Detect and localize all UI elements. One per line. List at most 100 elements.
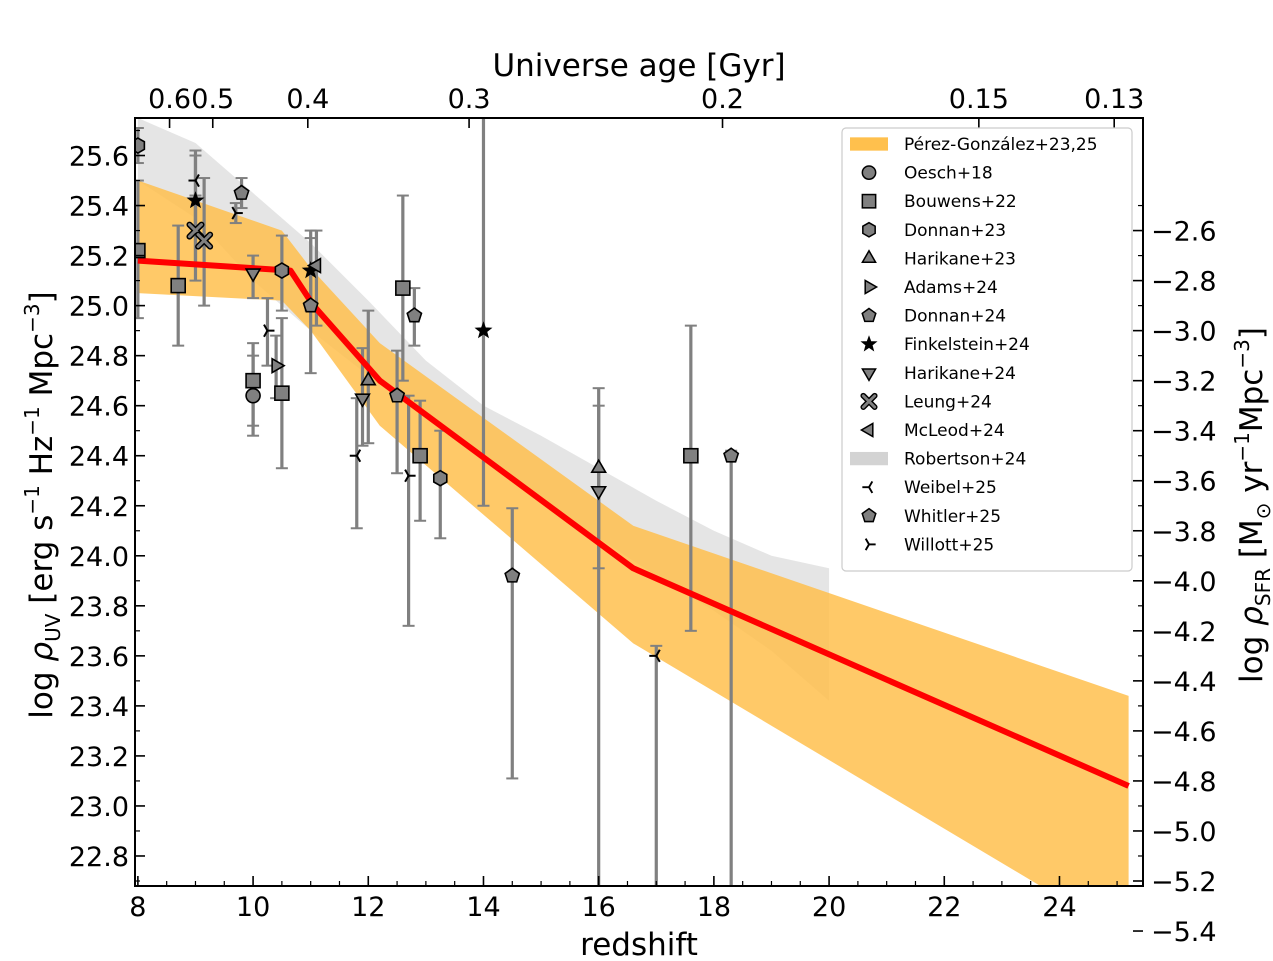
point-bouwens-22-6	[412, 447, 428, 464]
legend-marker-harikane-23-shape	[861, 249, 877, 263]
legend-marker-finkelstein-24-shape	[860, 335, 878, 352]
point-willott-25-34-shape-arm-1	[404, 475, 410, 483]
legend-marker-donnan-24-shape	[861, 307, 877, 323]
y-left-tick-label-14: 25.6	[69, 142, 129, 173]
top-tick-label-5: 0.15	[949, 84, 1009, 115]
point-harikane-23-12-shape	[590, 458, 607, 474]
point-adams-24-13-shape	[271, 357, 286, 374]
legend-label-mcleod-24: McLeod+24	[904, 421, 1005, 441]
point-willott-25-32-shape-arm-1	[231, 212, 237, 220]
point-willott-25-34	[404, 469, 416, 483]
x-tick-label-7: 22	[927, 892, 961, 923]
model-line	[137, 257, 1130, 789]
point-willott-25-33-shape-arm-1	[263, 330, 269, 338]
legend-marker-bouwens-22-shape	[861, 193, 877, 209]
point-willott-25-33-shape-arm-2	[263, 324, 269, 332]
legend-marker-adams-24-shape	[864, 279, 879, 295]
point-finkelstein-24-20-shape	[474, 321, 493, 339]
point-bouwens-22-2	[170, 277, 186, 294]
top-tick-label-0: 0.6	[148, 84, 191, 115]
point-donnan-23-9-shape	[274, 262, 290, 280]
legend-marker-robertson-24	[850, 451, 888, 466]
point-bouwens-22-4	[274, 385, 290, 401]
legend: Pérez-González+23,25 Oesch+18 Bouwens+22 Do…	[841, 127, 1133, 572]
point-leung-24-25	[195, 231, 214, 250]
x-tick-label-0: 8	[129, 892, 146, 923]
legend-label-bouwens-22: Bouwens+22	[904, 192, 1017, 212]
right-axis-title: log ρSFR [M⊙ yr−1Mpc−3]	[1230, 327, 1273, 683]
y-left-tick-label-0: 22.8	[69, 842, 129, 873]
legend-label-harikane-24: Harikane+24	[904, 364, 1016, 384]
legend-marker-donnan-24	[861, 307, 877, 323]
y-left-tick-label-13: 25.4	[69, 192, 129, 223]
y-right-tick-label-6: −4.2	[1151, 617, 1217, 648]
point-bouwens-22-4-shape	[274, 385, 290, 401]
y-right-tick-label-8: −3.8	[1151, 517, 1217, 548]
legend-marker-whitler-25	[861, 507, 877, 523]
data-markers	[135, 137, 740, 663]
legend-marker-harikane-23	[861, 249, 877, 263]
legend-label-willott-25: Willott+25	[904, 535, 994, 555]
point-bouwens-22-6-shape	[412, 447, 428, 464]
point-willott-25-34-shape-arm-2	[404, 469, 410, 477]
legend-label-p-rez-gonz-lez-23-25: Pérez-González+23,25	[904, 135, 1098, 155]
axis-ticks: 8 10 12 14 16 18 20 22 24 22.8 23.0 23.2 23.4 23.6 23.…	[69, 84, 1217, 948]
y-right-tick-label-13: −2.8	[1151, 267, 1217, 298]
legend-marker-mcleod-24-shape	[859, 422, 874, 438]
point-mcleod-24-26-shape	[306, 257, 322, 274]
point-donnan-24-16	[406, 307, 423, 323]
y-left-tick-label-7: 24.2	[69, 492, 129, 523]
point-harikane-24-23	[590, 485, 607, 501]
y-right-tick-label-9: −3.6	[1151, 467, 1217, 498]
point-oesch-18-0	[245, 387, 261, 404]
point-whitler-25-30	[389, 387, 406, 403]
legend-marker-willott-25-shape-arm-2	[864, 538, 870, 545]
top-tick-label-6: 0.13	[1084, 84, 1144, 115]
legend-label-whitler-25: Whitler+25	[904, 507, 1001, 527]
point-leung-24-24-shape-d	[187, 223, 203, 239]
y-left-tick-label-1: 23.0	[69, 792, 129, 823]
point-weibel-25-29-shape-arm-1	[655, 649, 661, 657]
point-bouwens-22-7	[683, 447, 699, 464]
point-harikane-24-22-shape	[354, 393, 371, 408]
point-donnan-24-17-shape	[504, 567, 521, 583]
point-bouwens-22-7-shape	[683, 447, 699, 464]
legend-label-robertson-24: Robertson+24	[904, 450, 1026, 470]
legend-marker-willott-25	[864, 538, 876, 551]
y-left-tick-label-5: 23.8	[69, 592, 129, 623]
legend-label-leung-24: Leung+24	[904, 392, 992, 412]
point-donnan-23-9	[274, 262, 290, 280]
point-donnan-24-14	[233, 184, 250, 200]
y-right-tick-label-1: −5.2	[1151, 867, 1217, 898]
point-harikane-24-22	[354, 393, 371, 408]
legend-marker-donnan-23	[862, 221, 876, 238]
y-right-tick-label-2: −5.0	[1151, 817, 1217, 848]
legend-marker-harikane-24	[861, 368, 877, 382]
legend-marker-whitler-25-shape	[861, 507, 877, 523]
legend-marker-leung-24-shape-d	[861, 394, 877, 409]
legend-marker-weibel-25-shape-arm-1	[868, 480, 874, 488]
legend-marker-robertson-24-shape	[850, 451, 888, 466]
x-tick-label-4: 16	[582, 892, 616, 923]
y-right-tick-label-5: −4.4	[1151, 667, 1217, 698]
point-mcleod-24-26	[306, 257, 322, 274]
top-axis-title: Universe age [Gyr]	[492, 48, 785, 84]
y-right-tick-label-12: −3.0	[1151, 317, 1217, 348]
point-willott-25-33	[263, 324, 275, 338]
point-donnan-24-17	[504, 567, 521, 583]
point-harikane-23-11	[359, 371, 377, 386]
y-left-tick-label-6: 24.0	[69, 542, 129, 573]
y-left-tick-label-2: 23.2	[69, 742, 129, 773]
point-weibel-25-29-shape-arm-2	[655, 655, 661, 663]
legend-marker-bouwens-22	[861, 193, 877, 209]
point-weibel-25-27	[188, 173, 200, 188]
legend-marker-weibel-25	[862, 480, 874, 494]
point-whitler-25-30-shape	[389, 387, 406, 403]
point-adams-24-13	[271, 357, 286, 374]
point-bouwens-22-2-shape	[170, 277, 186, 294]
point-bouwens-22-1-shape	[135, 242, 146, 259]
legend-label-donnan-23: Donnan+23	[904, 221, 1006, 241]
point-donnan-24-14-shape	[233, 184, 250, 200]
y-right-tick-label-4: −4.6	[1151, 717, 1217, 748]
